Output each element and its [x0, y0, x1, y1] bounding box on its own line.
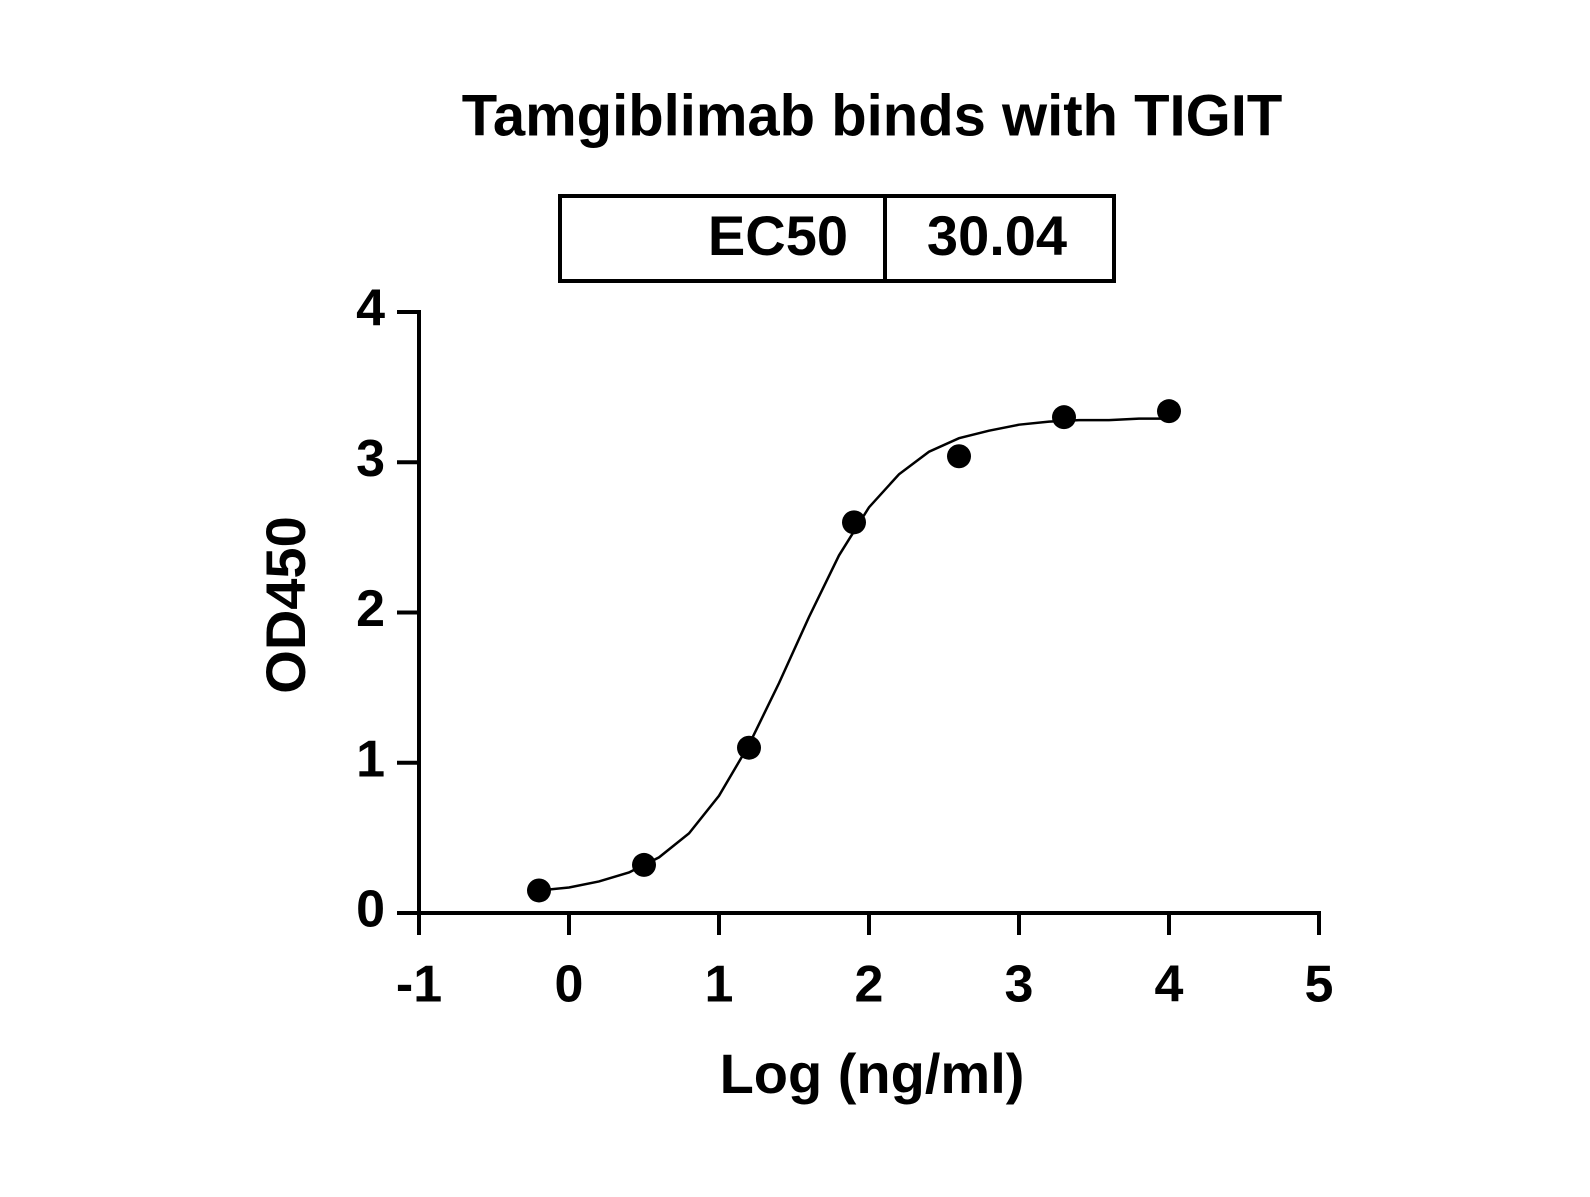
y-tick-label: 4 — [356, 280, 385, 338]
ec50-box — [558, 194, 1116, 283]
chart-title: Tamgiblimab binds with TIGIT — [462, 83, 1283, 148]
x-tick-label: -1 — [396, 956, 442, 1014]
x-tick-label: 1 — [705, 956, 734, 1014]
data-point — [1157, 399, 1181, 424]
y-axis-label: OD450 — [254, 516, 317, 693]
x-tick-label: 2 — [855, 956, 884, 1014]
data-point — [527, 878, 551, 903]
x-tick-label: 5 — [1305, 956, 1334, 1014]
y-tick-label: 1 — [356, 730, 385, 788]
data-point — [632, 852, 656, 877]
y-tick-label: 3 — [356, 430, 385, 488]
y-tick-label: 0 — [356, 881, 385, 939]
fit-curve — [538, 417, 1169, 892]
data-point — [842, 510, 866, 535]
ec50-value: 30.04 — [927, 204, 1067, 267]
data-point — [1052, 405, 1076, 430]
x-tick-label: 4 — [1155, 956, 1184, 1014]
x-axis-label: Log (ng/ml) — [720, 1042, 1025, 1105]
x-tick-label: 3 — [1005, 956, 1034, 1014]
data-point — [737, 735, 761, 760]
data-point — [947, 444, 971, 469]
x-tick-label: 0 — [555, 956, 584, 1014]
y-tick-label: 2 — [356, 580, 385, 638]
ec50-label: EC50 — [708, 204, 848, 267]
